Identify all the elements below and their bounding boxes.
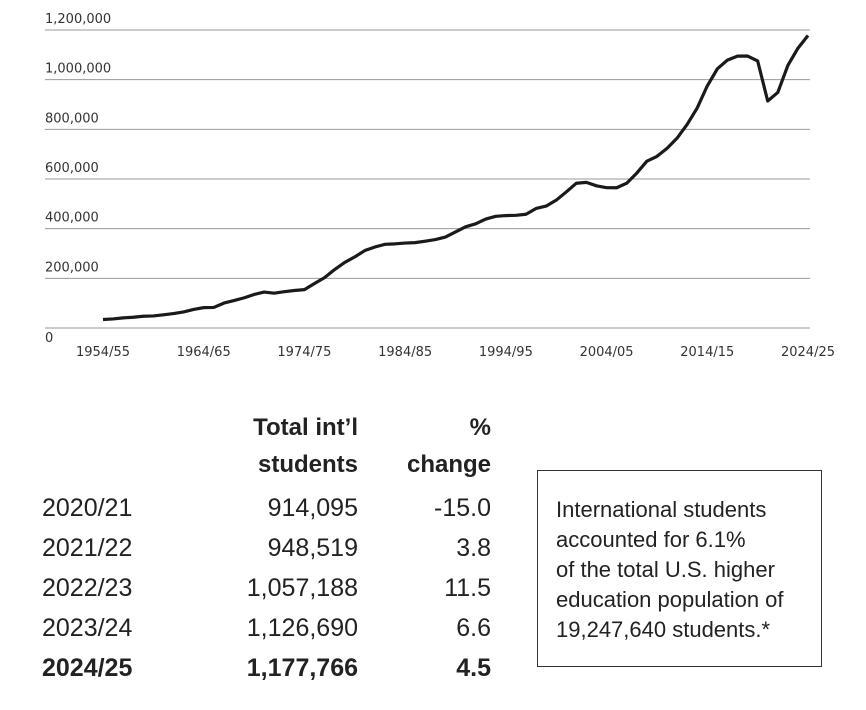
column-header: students <box>257 451 358 478</box>
chart: 0 200,000 400,000 600,000 800,000 1,000,000 1,… <box>45 12 835 360</box>
x-tick-label: 1964/65 <box>177 345 231 360</box>
x-tick-label: 1984/85 <box>378 345 432 360</box>
y-tick-label: 600,000 <box>45 161 99 176</box>
x-tick-label: 2014/15 <box>680 345 734 360</box>
row-change: 6.6 <box>456 614 491 642</box>
x-tick-label: 1974/75 <box>277 345 331 360</box>
column-header: change <box>406 451 491 478</box>
x-tick-label: 1954/55 <box>76 345 130 360</box>
note-line: education population of <box>556 587 784 612</box>
y-tick-label: 1,000,000 <box>45 62 111 77</box>
row-year: 2022/23 <box>42 574 133 602</box>
row-total: 914,095 <box>267 494 358 522</box>
note-line: International students <box>556 497 767 522</box>
note-line: accounted for 6.1% <box>556 527 746 552</box>
row-change: -15.0 <box>434 494 491 522</box>
row-year: 2021/22 <box>42 534 133 562</box>
row-year: 2024/25 <box>42 654 133 682</box>
row-total: 948,519 <box>267 534 358 562</box>
x-tick-label: 1994/95 <box>479 345 533 360</box>
row-total: 1,057,188 <box>246 574 358 602</box>
row-change: 11.5 <box>444 574 491 602</box>
y-tick-label: 1,200,000 <box>45 12 111 27</box>
row-change: 3.8 <box>456 534 491 562</box>
x-tick-label: 2004/05 <box>580 345 634 360</box>
y-tick-label: 0 <box>45 331 53 346</box>
note-line: of the total U.S. higher <box>556 557 775 582</box>
y-tick-label: 800,000 <box>45 111 99 126</box>
y-tick-label: 200,000 <box>45 260 99 275</box>
note-box: International students accounted for 6.1%… <box>537 470 822 667</box>
column-header: % <box>469 414 491 441</box>
y-tick-label: 400,000 <box>45 211 99 226</box>
row-year: 2020/21 <box>42 494 133 522</box>
row-year: 2023/24 <box>42 614 133 642</box>
x-tick-label: 2024/25 <box>781 345 835 360</box>
row-total: 1,126,690 <box>246 614 358 642</box>
row-change: 4.5 <box>456 654 491 682</box>
column-header: Total int’l <box>253 414 358 441</box>
row-total: 1,177,766 <box>246 654 358 682</box>
note-line: 19,247,640 students.* <box>556 617 771 642</box>
data-line <box>102 34 810 322</box>
